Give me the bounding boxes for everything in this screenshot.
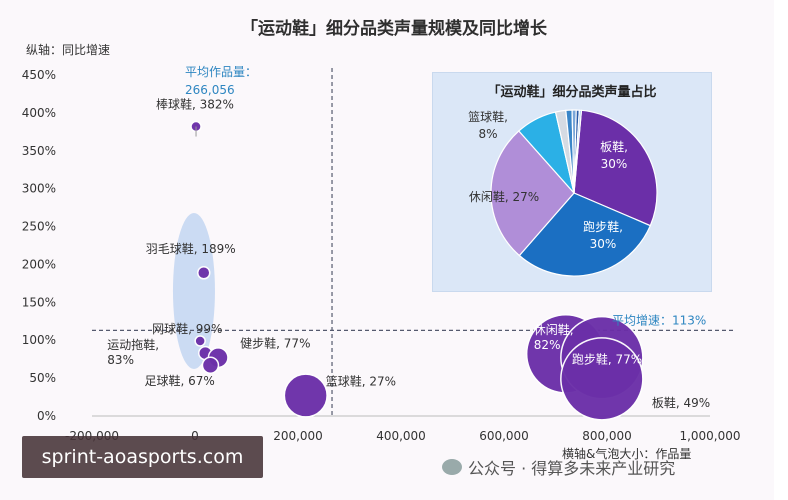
- bubble-label-足球鞋: 足球鞋, 67%: [144, 373, 214, 388]
- x-tick-label: 400,000: [376, 429, 426, 443]
- y-tick-label: 400%: [22, 106, 56, 120]
- pie-title: 「运动鞋」细分品类声量占比: [487, 85, 657, 100]
- x-tick-label: 600,000: [479, 429, 529, 443]
- bubble-label-网球鞋: 网球鞋, 99%: [152, 321, 222, 336]
- bubble-羽毛球鞋: [196, 266, 211, 280]
- bubble-label-篮球鞋: 篮球鞋, 27%: [326, 374, 396, 389]
- highlight-ellipse: [172, 212, 215, 369]
- y-tick-label: 150%: [22, 295, 56, 309]
- y-tick-label: 300%: [22, 182, 56, 196]
- bubble-label-板鞋: 板鞋, 49%: [652, 395, 710, 410]
- x-tick-label: 800,000: [582, 429, 632, 443]
- pie-label-休闲鞋: 休闲鞋, 27%: [469, 189, 539, 204]
- watermark: sprint-aoasports.com: [22, 436, 263, 478]
- pie-slice-跑步鞋: [518, 192, 652, 277]
- x-tick-label: 200,000: [273, 429, 323, 443]
- bubble-label-运动拖鞋: 运动拖鞋, 83%: [107, 337, 159, 367]
- wechat-icon: [442, 459, 462, 475]
- bubble-篮球鞋: [283, 373, 328, 418]
- pie-label-篮球鞋: 篮球鞋, 8%: [468, 109, 508, 141]
- wechat-attribution: 公众号 · 得算多未来产业研究: [442, 455, 675, 479]
- x-axis-label: 横轴&气泡大小：作品量: [562, 446, 691, 461]
- x-tick-label: 1,000,000: [679, 429, 740, 443]
- bubble-label-休闲鞋: 休闲鞋, 82%: [534, 322, 574, 352]
- pie-panel: 「运动鞋」细分品类声量占比 板鞋, 30% 跑步鞋, 30% 休闲鞋, 27% 篮球鞋, 8…: [432, 72, 712, 292]
- y-tick-label: 100%: [22, 333, 56, 347]
- bubble-label-跑步鞋: 跑步鞋, 77%: [572, 352, 642, 367]
- pie-label-跑步鞋: 跑步鞋, 30%: [583, 219, 623, 251]
- y-tick-label: 200%: [22, 257, 56, 271]
- bubble-label-棒球鞋: 棒球鞋, 382%: [156, 97, 234, 112]
- pie-slice-板鞋: [573, 109, 658, 227]
- y-tick-label: 0%: [37, 409, 56, 423]
- pie-chart: 板鞋, 30% 跑步鞋, 30% 休闲鞋, 27% 篮球鞋, 8%: [468, 109, 658, 277]
- avg-y-label: 平均增速：113%: [612, 313, 706, 327]
- chart-title: 「运动鞋」细分品类声量规模及同比增长: [241, 19, 547, 39]
- y-tick-label: 250%: [22, 220, 56, 234]
- pie-label-板鞋: 板鞋, 30%: [600, 139, 628, 171]
- avg-x-label: 平均作品量：: [185, 65, 257, 79]
- y-tick-label: 350%: [22, 144, 56, 158]
- y-tick-label: 50%: [29, 371, 56, 385]
- bubble-足球鞋: [201, 356, 220, 374]
- bubble-label-健步鞋: 健步鞋, 77%: [240, 336, 310, 351]
- page-edge: [774, 0, 788, 500]
- bubble-网球鞋: [194, 335, 206, 347]
- avg-x-value: 266,056: [185, 83, 235, 97]
- pie-slice-休闲鞋: [490, 130, 575, 257]
- bubble-板鞋: [560, 337, 644, 421]
- y-tick-label: 450%: [22, 68, 56, 82]
- wechat-text: 公众号 · 得算多未来产业研究: [468, 459, 676, 478]
- bubble-label-羽毛球鞋: 羽毛球鞋, 189%: [146, 241, 236, 256]
- pie-slice-其他5: [573, 109, 583, 194]
- y-axis-label: 纵轴：同比增速: [26, 43, 111, 57]
